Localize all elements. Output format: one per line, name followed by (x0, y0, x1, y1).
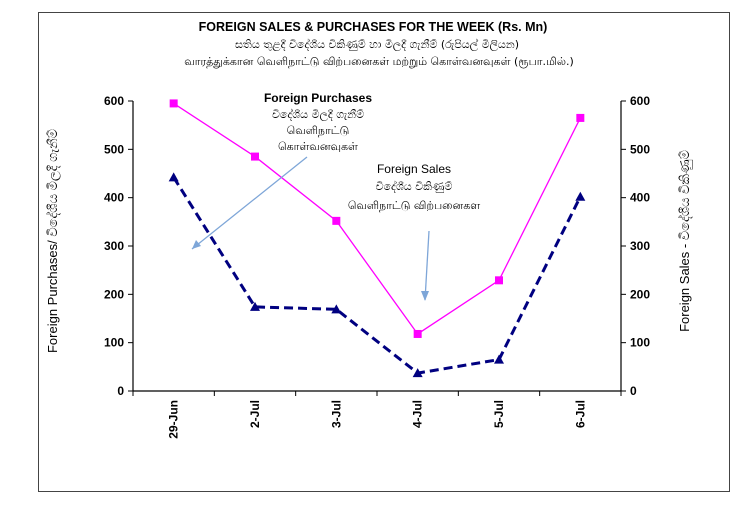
y-tick-label-left: 200 (104, 287, 124, 301)
data-point-foreign-sales (494, 354, 504, 364)
y-tick-label-left: 600 (104, 94, 124, 108)
y-tick-label-right: 300 (630, 239, 650, 253)
data-point-foreign-purchases (413, 329, 422, 338)
x-tick-label: 29-Jun (167, 400, 181, 439)
y-tick-label-right: 0 (630, 384, 637, 398)
data-point-foreign-sales (575, 191, 586, 201)
x-ticks: 29-Jun 2-Jul 3-Jul 4-Jul 5-Jul 6-Jul (132, 391, 622, 439)
data-point-foreign-sales (250, 301, 260, 311)
sales-arrow-head (421, 291, 429, 301)
y-axis-label-left: Foreign Purchases/ විදේශීය මිලදී ගැනීම් (45, 129, 61, 353)
data-point-foreign-sales (168, 172, 179, 182)
purchases-arrow-line (191, 156, 308, 250)
data-point-foreign-purchases (495, 276, 503, 285)
y-tick-label-left: 0 (117, 384, 124, 398)
y-tick-label-right: 200 (630, 287, 650, 301)
data-point-foreign-purchases (332, 216, 341, 225)
y-tick-label-left: 400 (104, 191, 124, 205)
data-point-foreign-purchases (576, 113, 585, 122)
axes (132, 101, 622, 392)
purchases-annotation-tamil: வெளிநாட்டு (287, 124, 350, 137)
series-line-foreign-sales (172, 176, 582, 375)
y-axis-label-right: Foreign Sales - විදේශීය විකිණුම් (677, 150, 693, 332)
sales-annotation-label: Foreign Sales (377, 162, 451, 176)
chart-title: FOREIGN SALES & PURCHASES FOR THE WEEK (… (199, 20, 548, 34)
x-tick-label: 5-Jul (492, 400, 506, 428)
purchases-arrow-head (192, 240, 201, 249)
y-tick-label-right: 600 (630, 94, 650, 108)
data-point-foreign-sales (412, 368, 423, 378)
data-point-foreign-sales (331, 304, 342, 314)
sales-annotation-sinhala: විදේශීය විකිණුම් (376, 179, 453, 193)
chart-subtitle-sinhala: සතිය තුළදී විදේශීය විකිණුම් හා මිලදී ගැන… (235, 37, 519, 52)
chart-frame: FOREIGN SALES & PURCHASES FOR THE WEEK (… (38, 12, 730, 492)
x-tick-label: 2-Jul (248, 400, 262, 428)
x-tick-label: 3-Jul (329, 400, 343, 428)
y-ticks-left: 0 100 200 300 400 500 600 (104, 94, 133, 398)
purchases-annotation: Foreign Purchases විදේශීය මිලදී ගැනීම් வ… (191, 91, 372, 250)
chart-subtitle-tamil: வாரத்துக்கான வெளிநாட்டு விற்பனைகள் மற்று… (184, 55, 574, 68)
y-tick-label-right: 400 (630, 191, 650, 205)
x-tick-label: 4-Jul (411, 400, 425, 428)
y-tick-label-left: 300 (104, 239, 124, 253)
sales-arrow-line (424, 230, 430, 301)
data-point-foreign-purchases (169, 99, 178, 108)
series-line-foreign-purchases (173, 102, 581, 335)
y-ticks-right: 0 100 200 300 400 500 600 (621, 94, 650, 398)
x-tick-label: 6-Jul (573, 400, 587, 428)
purchases-annotation-label: Foreign Purchases (264, 91, 372, 105)
series-layer (168, 99, 586, 378)
data-point-foreign-purchases (251, 152, 259, 161)
purchases-annotation-tamil-2: கொள்வனவுகள் (278, 140, 358, 153)
purchases-annotation-sinhala: විදේශීය මිලදී ගැනීම් (272, 107, 364, 122)
line-chart: FOREIGN SALES & PURCHASES FOR THE WEEK (… (45, 20, 693, 439)
y-tick-label-right: 100 (630, 336, 650, 350)
y-tick-label-right: 500 (630, 142, 650, 156)
sales-annotation-tamil: வெளிநாட்டு விற்பனைகள (348, 199, 480, 212)
y-tick-label-left: 500 (104, 142, 124, 156)
y-tick-label-left: 100 (104, 336, 124, 350)
sales-annotation: Foreign Sales විදේශීය විකිණුම් வெளிநாட்ட… (348, 162, 480, 301)
